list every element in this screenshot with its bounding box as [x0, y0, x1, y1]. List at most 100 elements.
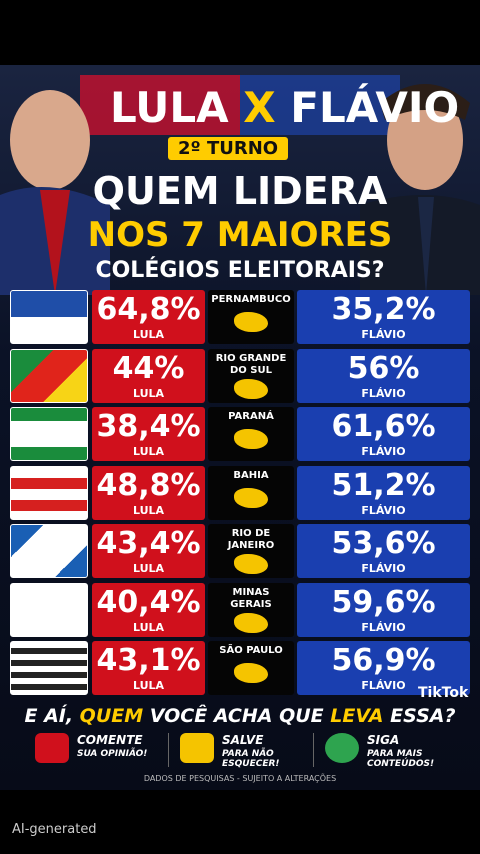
lula-cell: 48,8% LULA: [92, 465, 205, 520]
table-row: 40,4% LULA MINAS GERAIS 59,6% FLÁVIO: [10, 582, 470, 637]
flavio-cell: 56% FLÁVIO: [297, 348, 470, 403]
state-name: PERNAMBUCO: [211, 294, 291, 305]
headline: NOS 7 MAIORES: [87, 215, 393, 255]
name-right: FLÁVIO: [290, 83, 460, 132]
badge: 2º TURNO: [168, 137, 289, 160]
flag: [10, 524, 88, 578]
state-name: GERAIS: [230, 598, 272, 610]
action-icon: [180, 733, 214, 763]
lula-value: 44%: [112, 350, 185, 386]
lula-label: LULA: [132, 679, 165, 692]
lula-cell: 64,8% LULA: [92, 290, 205, 344]
action-subtitle: PARA MAIS CONTEÚDOS!: [367, 749, 435, 769]
lula-label: LULA: [132, 562, 165, 575]
flavio-value: 56,9%: [331, 643, 436, 678]
divider: [168, 733, 169, 767]
action-title: SALVE: [222, 733, 264, 747]
flavio-label: FLÁVIO: [361, 620, 406, 634]
question-part: ESSA?: [383, 705, 456, 727]
lula-value: 40,4%: [96, 584, 201, 620]
state-name: MINAS: [232, 586, 270, 598]
state-name: BAHIA: [233, 469, 269, 481]
flag: [10, 290, 88, 344]
state-cell: RIO GRANDE DO SUL: [208, 348, 294, 403]
flavio-cell: 61,6% FLÁVIO: [297, 407, 470, 461]
lula-label: LULA: [132, 445, 165, 458]
state-cell: PARANÁ: [208, 407, 294, 461]
flavio-value: 35,2%: [331, 292, 436, 327]
portraits: [0, 75, 480, 295]
lula-label: LULA: [132, 386, 165, 400]
state-map: [234, 554, 268, 574]
action-subtitle: PARA NÃO ESQUECER!: [222, 749, 280, 769]
state-cell: MINAS GERAIS: [208, 582, 294, 637]
flavio-label: FLÁVIO: [361, 386, 406, 400]
lula-cell: 43,4% LULA: [92, 524, 205, 578]
table-row: 44% LULA RIO GRANDE DO SUL 56% FLÁVIO: [10, 348, 470, 403]
lula-label: LULA: [132, 503, 165, 517]
watermark: TikTok: [418, 685, 469, 701]
flavio-label: FLÁVIO: [361, 328, 406, 341]
state-cell: BAHIA: [208, 465, 294, 520]
table-row: 64,8% LULA PERNAMBUCO 35,2% FLÁVIO: [10, 290, 470, 344]
lula-cell: 38,4% LULA: [92, 407, 205, 461]
flag: [10, 407, 88, 461]
state-map: [234, 378, 268, 399]
lula-value: 43,4%: [96, 526, 201, 561]
table-row: 43,1% LULA SÃO PAULO 56,9% FLÁVIO: [10, 641, 470, 695]
flag: [10, 348, 88, 403]
flag: [10, 465, 88, 520]
flavio-cell: 53,6% FLÁVIO: [297, 524, 470, 578]
table-row: 48,8% LULA BAHIA 51,2% FLÁVIO: [10, 465, 470, 520]
state-name: RIO GRANDE: [215, 352, 287, 364]
flavio-cell: 56,9% FLÁVIO: [297, 641, 470, 695]
flag: [10, 582, 88, 637]
ai-label: AI-generated: [12, 822, 97, 837]
poster: LULA X FLÁVIO 2º TURNO QUEM LIDERA NOS 7…: [0, 65, 480, 790]
headline: COLÉGIOS ELEITORAIS?: [95, 258, 385, 283]
question-part: LEVA: [330, 705, 384, 727]
state-map: [234, 487, 268, 508]
state-map: [234, 312, 268, 332]
flavio-value: 59,6%: [331, 584, 436, 620]
name-left: LULA: [110, 83, 229, 132]
state-cell: SÃO PAULO: [208, 641, 294, 695]
state-map: [234, 612, 268, 633]
question: E AÍ, QUEM VOCÊ ACHA QUE LEVA ESSA?: [0, 705, 480, 727]
flavio-label: FLÁVIO: [361, 562, 406, 575]
flavio-cell: 51,2% FLÁVIO: [297, 465, 470, 520]
lula-label: LULA: [132, 620, 165, 634]
disclaimer: DADOS DE PESQUISAS - SUJEITO A ALTERAÇÕE…: [143, 774, 337, 783]
flavio-label: FLÁVIO: [361, 445, 406, 458]
action-icon: [325, 733, 359, 763]
flag: [10, 641, 88, 695]
lula-value: 48,8%: [96, 467, 201, 503]
lula-value: 64,8%: [96, 292, 201, 327]
flavio-value: 61,6%: [331, 409, 436, 444]
lula-label: LULA: [132, 328, 165, 341]
state-cell: RIO DE JANEIRO: [208, 524, 294, 578]
lula-cell: 44% LULA: [92, 348, 205, 403]
flavio-value: 51,2%: [331, 467, 436, 503]
lula-cell: 43,1% LULA: [92, 641, 205, 695]
action-title: SIGA: [367, 733, 400, 747]
question-part: VOCÊ ACHA QUE: [143, 705, 331, 727]
action-icon: [35, 733, 69, 763]
question-part: E AÍ,: [24, 705, 80, 727]
state-name: RIO DE: [231, 528, 271, 539]
state-map: [234, 663, 268, 683]
state-name: DO SUL: [230, 364, 272, 376]
question-part: QUEM: [79, 705, 144, 727]
action-subtitle: SUA OPINIÃO!: [77, 749, 148, 759]
versus: X: [243, 83, 276, 132]
flavio-cell: 59,6% FLÁVIO: [297, 582, 470, 637]
lula-cell: 40,4% LULA: [92, 582, 205, 637]
state-name: PARANÁ: [228, 411, 274, 422]
action-title: COMENTE: [77, 733, 143, 747]
title: LULA X FLÁVIO: [110, 83, 459, 132]
table-row: 38,4% LULA PARANÁ 61,6% FLÁVIO: [10, 407, 470, 461]
state-name: JANEIRO: [227, 540, 275, 551]
flavio-label: FLÁVIO: [361, 503, 406, 517]
flavio-cell: 35,2% FLÁVIO: [297, 290, 470, 344]
